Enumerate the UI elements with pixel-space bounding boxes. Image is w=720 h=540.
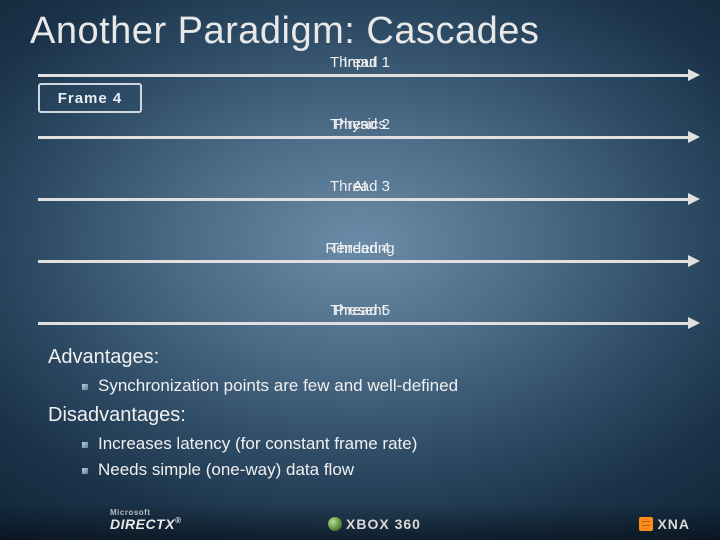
directx-logo: Microsoft DIRECTX® [110, 510, 181, 532]
disadvantages-item: Increases latency (for constant frame ra… [82, 434, 417, 454]
footer: Microsoft DIRECTX® XBOX 360 XNA [0, 504, 720, 540]
xbox-sphere-icon [328, 517, 342, 531]
bullet-icon [82, 442, 88, 448]
thread-number-text: Thread 4 [0, 240, 720, 257]
slide-title: Another Paradigm: Cascades [30, 10, 539, 53]
bullet-icon [82, 468, 88, 474]
bullet-icon [82, 384, 88, 390]
disadvantages-item-text: Needs simple (one-way) data flow [98, 460, 354, 479]
frame-box: Frame 4 [38, 83, 142, 113]
disadvantages-heading: Disadvantages: [48, 404, 186, 427]
xna-logo: XNA [639, 516, 690, 532]
thread-label: PresentThread 5 [0, 302, 720, 320]
xna-chip-icon [639, 517, 653, 531]
frame-label: Frame 4 [58, 90, 123, 107]
thread-arrow [38, 198, 690, 201]
thread-label: AIThread 3 [0, 178, 720, 196]
thread-number-text: Thread 1 [0, 54, 720, 71]
xbox-text: XBOX 360 [346, 516, 421, 532]
thread-label: InputThread 1 [0, 54, 720, 72]
xna-text: XNA [657, 516, 690, 532]
disadvantages-item-text: Increases latency (for constant frame ra… [98, 434, 417, 453]
advantages-item: Synchronization points are few and well-… [82, 376, 458, 396]
xbox-logo: XBOX 360 [328, 516, 421, 532]
advantages-item-text: Synchronization points are few and well-… [98, 376, 458, 395]
directx-text: DIRECTX [110, 516, 175, 532]
thread-label: RenderingThread 4 [0, 240, 720, 258]
thread-arrow [38, 322, 690, 325]
thread-arrow [38, 74, 690, 77]
thread-number-text: Thread 2 [0, 116, 720, 133]
thread-number-text: Thread 5 [0, 302, 720, 319]
thread-arrow [38, 260, 690, 263]
disadvantages-item: Needs simple (one-way) data flow [82, 460, 354, 480]
thread-arrow [38, 136, 690, 139]
thread-label: PhysicsThread 2 [0, 116, 720, 134]
advantages-heading: Advantages: [48, 346, 159, 369]
thread-number-text: Thread 3 [0, 178, 720, 195]
